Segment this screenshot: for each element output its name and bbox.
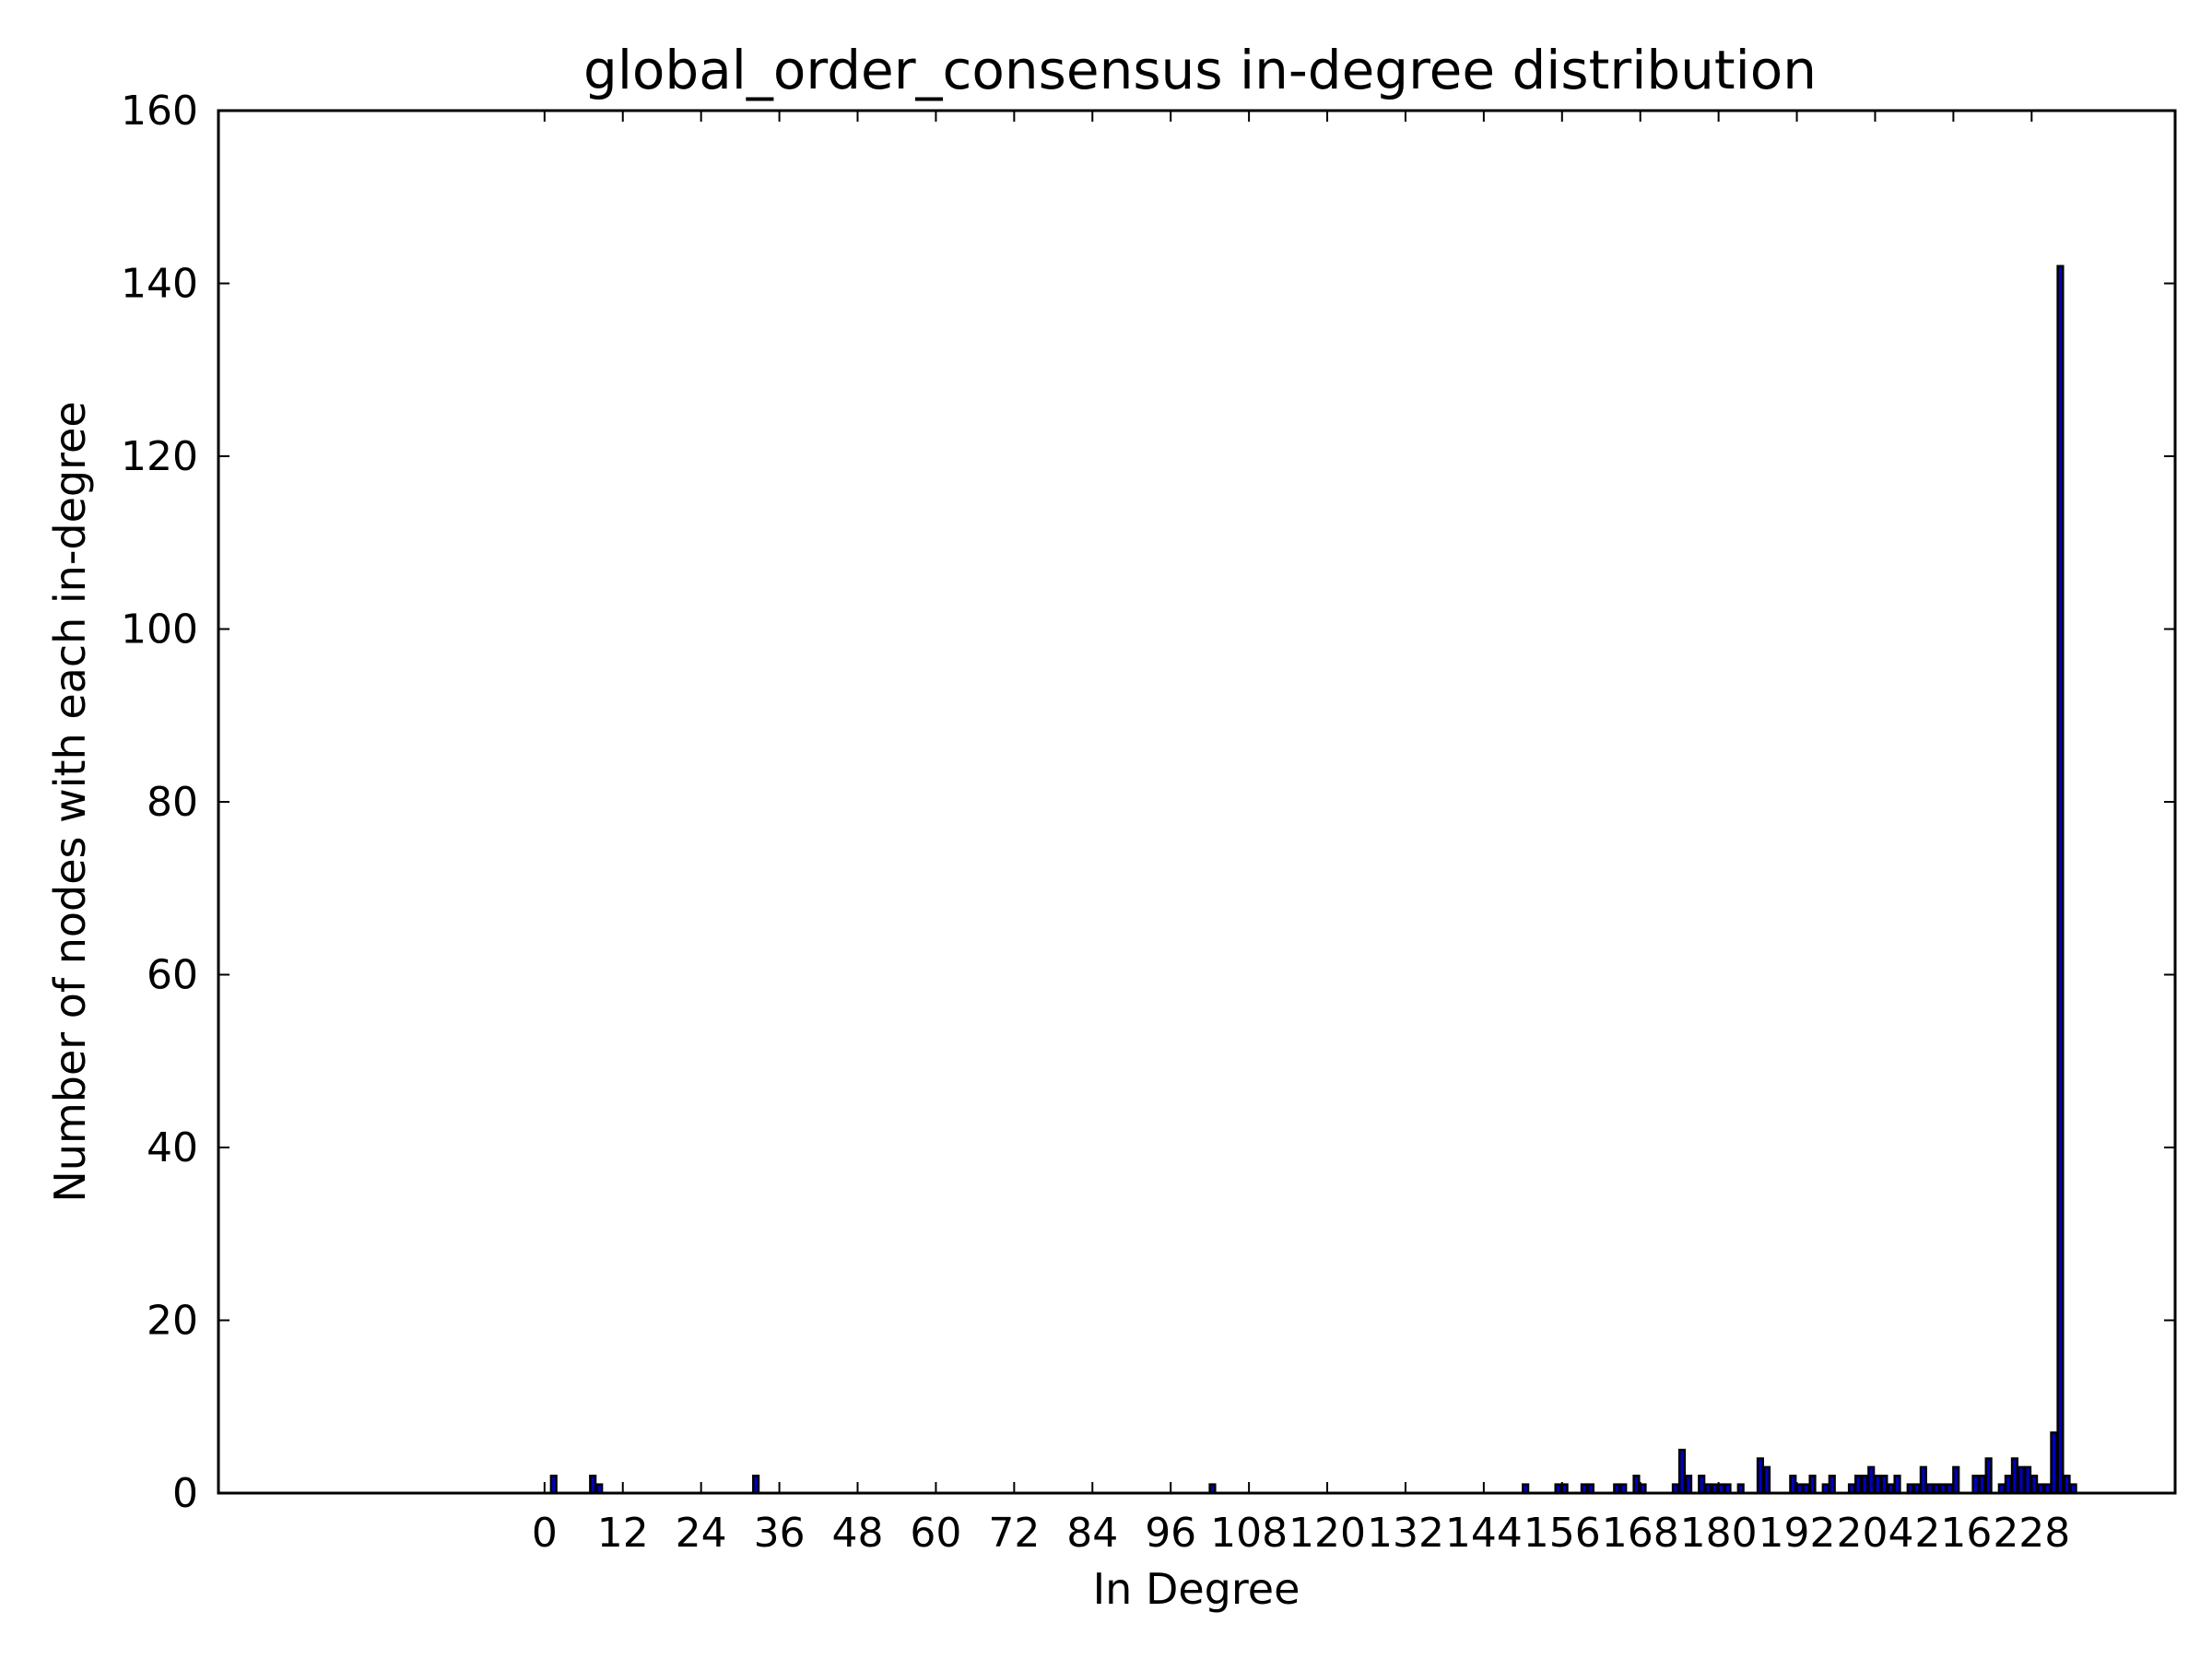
bar-197 [1828, 1475, 1836, 1495]
y-axis-label: Number of nodes with each in-degree [45, 401, 95, 1202]
x-tick-label: 144 [1445, 1510, 1523, 1557]
x-axis-ticks: 0 12 24 36 48 60 72 84 96 108 120 132 144 156 168 180 19… [532, 111, 2070, 1557]
x-tick-label: 216 [1914, 1510, 1992, 1557]
bar-233 [2063, 1475, 2071, 1495]
x-tick-label: 0 [532, 1510, 558, 1557]
bar-225 [2010, 1457, 2018, 1495]
x-tick-label: 12 [597, 1510, 649, 1557]
y-tick-label: 160 [121, 88, 198, 135]
y-tick-label: 60 [147, 952, 198, 999]
x-tick-label: 120 [1288, 1510, 1366, 1557]
x-tick-label: 168 [1602, 1510, 1679, 1557]
bar-177 [1698, 1475, 1706, 1495]
y-axis-ticks: 0 20 40 60 80 100 120 140 160 [121, 88, 2175, 1517]
bar-203 [1867, 1465, 1876, 1495]
x-tick-label: 132 [1367, 1510, 1444, 1557]
y-tick-label: 80 [147, 779, 198, 826]
bar-227 [2023, 1465, 2032, 1495]
bar-220 [1978, 1475, 1986, 1495]
bar-167 [1632, 1475, 1641, 1495]
chart-title: global_order_consensus in-degree distrib… [583, 39, 1817, 101]
x-tick-label: 48 [832, 1510, 884, 1557]
x-tick-label: 228 [1993, 1510, 2070, 1557]
plot-frame [217, 109, 2177, 1495]
bar-221 [1984, 1457, 1993, 1495]
bar-231 [2050, 1431, 2058, 1495]
bar-226 [2017, 1465, 2026, 1495]
bar-201 [1853, 1475, 1863, 1495]
bar-232 [2056, 265, 2065, 1495]
x-tick-label: 84 [1066, 1510, 1118, 1557]
x-tick-label: 72 [988, 1510, 1040, 1557]
x-tick-label: 204 [1836, 1510, 1913, 1557]
bars-group [549, 265, 2077, 1495]
x-tick-label: 36 [754, 1510, 806, 1557]
y-tick-label: 0 [172, 1470, 198, 1517]
x-tick-label: 60 [910, 1510, 961, 1557]
bar-187 [1762, 1465, 1771, 1495]
y-tick-label: 140 [121, 261, 198, 308]
bar-175 [1685, 1475, 1693, 1495]
x-tick-label: 108 [1210, 1510, 1288, 1557]
bar-205 [1880, 1475, 1888, 1495]
bar-32 [752, 1475, 760, 1495]
y-tick-label: 20 [147, 1298, 198, 1345]
y-tick-label: 40 [147, 1124, 198, 1171]
bar-207 [1893, 1475, 1901, 1495]
x-tick-label: 180 [1680, 1510, 1758, 1557]
bar-211 [1919, 1465, 1927, 1495]
x-tick-label: 192 [1759, 1510, 1836, 1557]
bar-7 [589, 1475, 597, 1495]
bar-174 [1677, 1448, 1687, 1495]
bar-224 [2004, 1475, 2012, 1495]
bar-186 [1756, 1457, 1764, 1495]
x-axis-label: In Degree [1093, 1564, 1300, 1614]
bar-194 [1808, 1475, 1817, 1495]
bar-219 [1971, 1475, 1980, 1495]
y-tick-label: 120 [121, 433, 198, 480]
bar-191 [1789, 1475, 1797, 1495]
x-tick-label: 156 [1524, 1510, 1601, 1557]
y-tick-label: 100 [121, 606, 198, 653]
bar-1 [549, 1475, 558, 1495]
x-tick-label: 96 [1145, 1510, 1196, 1557]
x-tick-label: 24 [676, 1510, 727, 1557]
bar-202 [1861, 1475, 1869, 1495]
